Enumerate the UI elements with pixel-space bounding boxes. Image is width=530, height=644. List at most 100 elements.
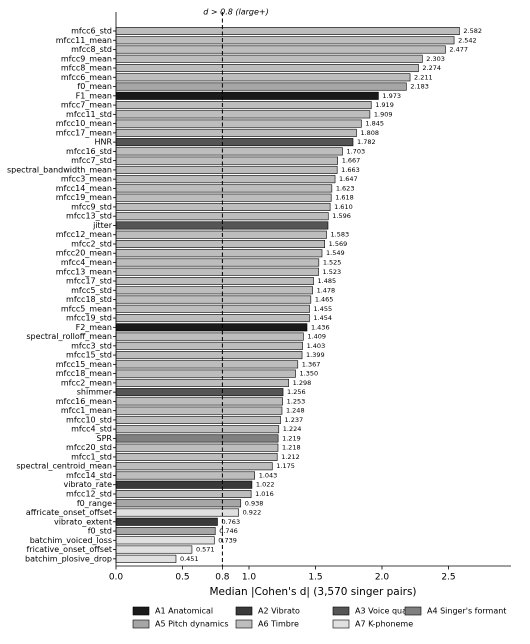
legend-label: A1 Anatomical xyxy=(155,607,213,616)
value-label: 1.237 xyxy=(285,416,304,424)
value-label: 1.409 xyxy=(307,333,326,341)
y-tick-label: mfcc6_mean xyxy=(61,73,112,82)
legend-label: A2 Vibrato xyxy=(258,607,300,616)
bar xyxy=(115,545,193,554)
legend-swatch xyxy=(235,619,253,629)
y-tick-label: mfcc11_std xyxy=(66,110,112,119)
y-tick-label: mfcc8_mean xyxy=(61,64,112,73)
y-tick-label: f0_std xyxy=(88,527,112,536)
legend-swatch xyxy=(404,606,422,616)
y-tick-label: F2_mean xyxy=(76,323,112,332)
y-tick-label: mfcc13_std xyxy=(66,212,112,221)
y-tick-label: mfcc14_std xyxy=(66,471,112,480)
value-label: 1.256 xyxy=(287,388,306,396)
value-label: 1.298 xyxy=(293,379,312,387)
bar xyxy=(115,443,279,452)
bar xyxy=(115,165,338,174)
bar xyxy=(115,91,379,100)
bar xyxy=(115,471,256,480)
legend-swatch xyxy=(132,619,150,629)
bar xyxy=(115,45,446,54)
value-label: 1.022 xyxy=(256,481,275,489)
value-label: 0.763 xyxy=(221,518,240,526)
legend-label: A4 Singer's formant xyxy=(427,607,506,616)
y-tick-label: mfcc19_std xyxy=(66,314,112,323)
y-tick-label: F1_mean xyxy=(76,91,112,100)
bar xyxy=(115,128,357,137)
value-label: 1.403 xyxy=(307,342,326,350)
legend-swatch xyxy=(235,606,253,616)
y-tick-label: mfcc15_mean xyxy=(56,360,112,369)
bar xyxy=(115,239,325,248)
y-tick-label: affricate_onset_offset xyxy=(26,508,112,517)
value-label: 1.610 xyxy=(334,203,353,211)
value-label: 1.248 xyxy=(286,407,305,415)
bar xyxy=(115,323,308,332)
value-label: 1.016 xyxy=(255,490,274,498)
bar xyxy=(115,351,303,360)
y-tick-label: mfcc4_std xyxy=(71,425,112,434)
bar xyxy=(115,489,252,498)
y-tick-label: spectral_rolloff_mean xyxy=(26,332,112,341)
y-tick-label: f0_mean xyxy=(77,82,112,91)
y-tick-label: f0_range xyxy=(77,499,112,508)
value-label: 1.465 xyxy=(315,296,334,304)
bar xyxy=(115,277,314,286)
y-tick-label: mfcc3_std xyxy=(71,341,112,350)
y-tick-label: HNR xyxy=(94,138,112,147)
bar xyxy=(115,369,296,378)
bar xyxy=(115,388,284,397)
y-tick-label: mfcc13_mean xyxy=(56,267,112,276)
y-tick-label: mfcc12_std xyxy=(66,490,112,499)
value-label: 2.542 xyxy=(458,36,477,44)
y-tick-label: batchim_plosive_drop xyxy=(25,554,112,563)
legend-label: A3 Voice quality xyxy=(355,607,420,616)
bar xyxy=(115,249,323,258)
x-tick-label: 1.5 xyxy=(308,573,322,583)
value-label: 1.596 xyxy=(332,212,351,220)
y-tick-label: shimmer xyxy=(77,388,113,397)
y-tick-label: vibrato_rate xyxy=(63,480,112,489)
y-tick-label: batchim_voiced_loss xyxy=(30,536,112,545)
value-label: 1.436 xyxy=(311,323,330,331)
bar xyxy=(115,156,339,165)
bar xyxy=(115,64,419,73)
legend-label: A7 K-phoneme xyxy=(355,620,413,629)
value-label: 1.623 xyxy=(336,184,355,192)
bar xyxy=(115,527,216,536)
x-tick-label: 2.0 xyxy=(375,573,390,583)
bar xyxy=(115,332,304,341)
value-label: 2.477 xyxy=(449,46,468,54)
bar xyxy=(115,26,460,35)
bar xyxy=(115,452,278,461)
bar xyxy=(115,286,313,295)
bar xyxy=(115,415,281,424)
y-tick-label: mfcc9_mean xyxy=(61,54,112,63)
value-label: 1.043 xyxy=(259,471,278,479)
value-label: 1.485 xyxy=(318,277,337,285)
bar xyxy=(115,119,362,128)
legend-swatch xyxy=(332,619,350,629)
value-label: 0.739 xyxy=(218,536,237,544)
y-tick-label: mfcc2_mean xyxy=(61,378,112,387)
value-label: 1.367 xyxy=(302,360,321,368)
legend-swatch xyxy=(332,606,350,616)
value-label: 2.183 xyxy=(410,83,429,91)
y-tick-label: mfcc14_mean xyxy=(56,184,112,193)
value-label: 1.523 xyxy=(323,268,342,276)
value-label: 0.571 xyxy=(196,546,215,554)
value-label: 2.303 xyxy=(426,55,445,63)
value-label: 2.582 xyxy=(463,27,482,35)
y-tick-label: mfcc18_mean xyxy=(56,369,112,378)
value-label: 1.919 xyxy=(375,101,394,109)
legend-swatch xyxy=(132,606,150,616)
bar xyxy=(115,147,343,156)
value-label: 1.845 xyxy=(365,120,384,128)
y-tick-label: mfcc10_std xyxy=(66,415,112,424)
value-label: 0.922 xyxy=(243,509,262,517)
y-tick-label: mfcc20_mean xyxy=(56,249,112,258)
value-label: 0.938 xyxy=(245,499,264,507)
bar xyxy=(115,378,289,387)
bar xyxy=(115,230,327,239)
